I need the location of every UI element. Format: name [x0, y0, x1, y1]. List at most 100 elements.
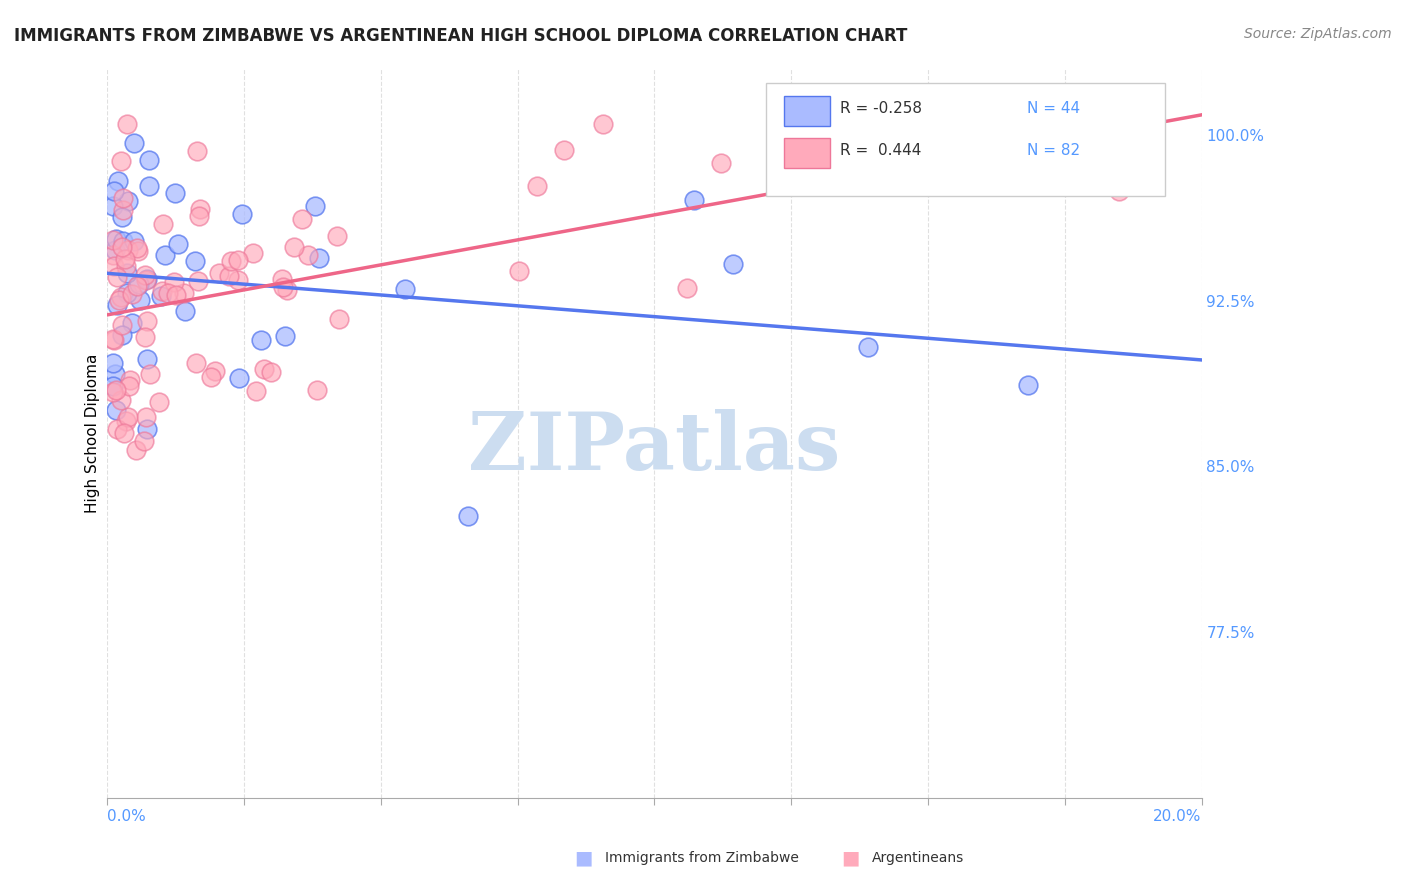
Point: [305, 383, 328, 397]
Point: [117, 378, 139, 392]
Point: [115, 266, 138, 280]
Point: [276, 283, 298, 297]
Point: [152, 217, 174, 231]
Point: [135, 352, 157, 367]
Point: [127, 244, 149, 258]
Point: [112, 191, 135, 205]
Point: [184, 253, 207, 268]
Point: [165, 288, 187, 302]
Point: [226, 273, 249, 287]
Point: [101, 379, 124, 393]
Point: [135, 273, 157, 287]
Point: [249, 333, 271, 347]
Text: R = -0.258: R = -0.258: [841, 101, 922, 116]
Point: [122, 136, 145, 151]
Y-axis label: High School Diploma: High School Diploma: [86, 353, 100, 513]
Point: [125, 443, 148, 458]
Text: IMMIGRANTS FROM ZIMBABWE VS ARGENTINEAN HIGH SCHOOL DIPLOMA CORRELATION CHART: IMMIGRANTS FROM ZIMBABWE VS ARGENTINEAN …: [14, 27, 907, 45]
Point: [174, 304, 197, 318]
Point: [325, 228, 347, 243]
Text: ■: ■: [574, 848, 593, 868]
Point: [138, 367, 160, 381]
Point: [104, 244, 127, 258]
Point: [274, 329, 297, 343]
Text: ZIPatlas: ZIPatlas: [468, 409, 841, 487]
Text: Source: ZipAtlas.com: Source: ZipAtlas.com: [1244, 27, 1392, 41]
Text: N = 82: N = 82: [1026, 144, 1080, 159]
Point: [308, 251, 330, 265]
Point: [297, 248, 319, 262]
Point: [328, 312, 350, 326]
Point: [166, 236, 188, 251]
Point: [107, 174, 129, 188]
Point: [101, 248, 124, 262]
Point: [592, 117, 614, 131]
Point: [676, 280, 699, 294]
Point: [526, 178, 548, 193]
Point: [200, 370, 222, 384]
Point: [204, 364, 226, 378]
Point: [110, 154, 132, 169]
Point: [105, 402, 128, 417]
Point: [101, 356, 124, 370]
Point: [186, 144, 208, 158]
Point: [111, 202, 134, 217]
Point: [103, 184, 125, 198]
Text: ■: ■: [841, 848, 860, 868]
Point: [803, 152, 825, 166]
Point: [136, 422, 159, 436]
Point: [125, 279, 148, 293]
Point: [394, 282, 416, 296]
Point: [219, 254, 242, 268]
Point: [132, 434, 155, 448]
Point: [121, 316, 143, 330]
Text: Immigrants from Zimbabwe: Immigrants from Zimbabwe: [605, 851, 799, 865]
Point: [107, 293, 129, 307]
Point: [117, 194, 139, 208]
Point: [721, 257, 744, 271]
Point: [260, 365, 283, 379]
Point: [112, 426, 135, 441]
Point: [128, 293, 150, 308]
Point: [105, 298, 128, 312]
Point: [110, 392, 132, 407]
Point: [228, 371, 250, 385]
Point: [457, 508, 479, 523]
FancyBboxPatch shape: [766, 83, 1166, 196]
Point: [101, 199, 124, 213]
Point: [291, 212, 314, 227]
Point: [283, 240, 305, 254]
Point: [101, 384, 124, 399]
Point: [101, 332, 124, 346]
Point: [111, 328, 134, 343]
Point: [104, 367, 127, 381]
Text: N = 44: N = 44: [1026, 101, 1080, 116]
Point: [101, 233, 124, 247]
Point: [163, 186, 186, 201]
Point: [508, 264, 530, 278]
Point: [901, 131, 924, 145]
Point: [105, 423, 128, 437]
Point: [112, 234, 135, 248]
Point: [231, 206, 253, 220]
Point: [710, 156, 733, 170]
Point: [1108, 184, 1130, 198]
Point: [173, 285, 195, 300]
Point: [135, 410, 157, 425]
Point: [134, 330, 156, 344]
Point: [253, 361, 276, 376]
Point: [186, 356, 208, 370]
Text: 0.0%: 0.0%: [107, 809, 146, 824]
Point: [304, 199, 326, 213]
Text: R =  0.444: R = 0.444: [841, 144, 922, 159]
Point: [163, 275, 186, 289]
Point: [111, 211, 134, 225]
Point: [115, 285, 138, 300]
Point: [150, 288, 173, 302]
Text: 20.0%: 20.0%: [1153, 809, 1202, 824]
Point: [935, 117, 957, 131]
Point: [103, 259, 125, 273]
Point: [110, 290, 132, 304]
Point: [114, 259, 136, 273]
Point: [111, 318, 134, 332]
